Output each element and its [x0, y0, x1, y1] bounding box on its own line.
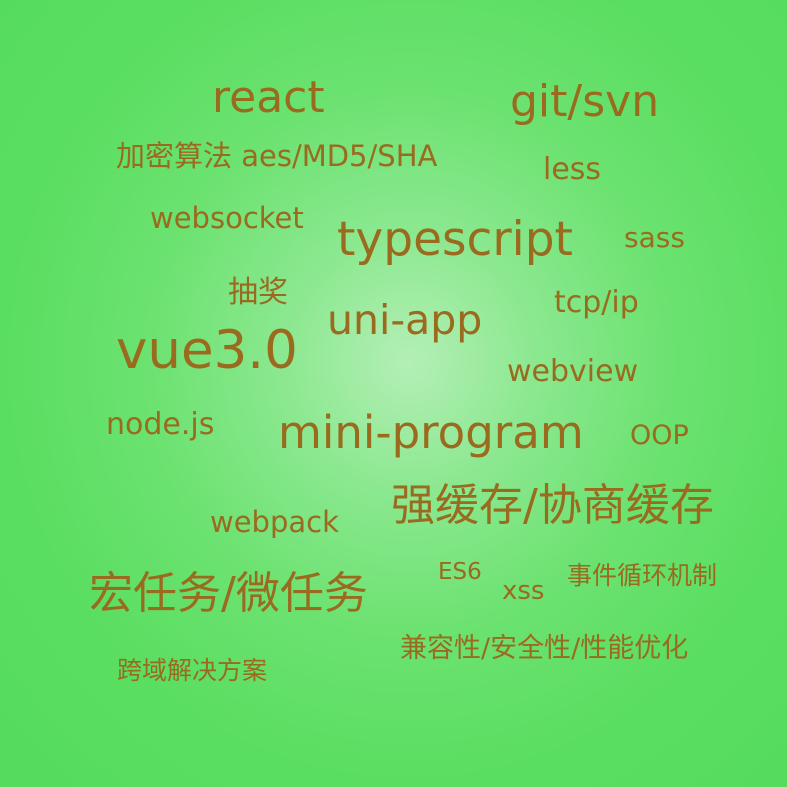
- word-webview: webview: [507, 354, 639, 389]
- word-oop: OOP: [630, 420, 689, 451]
- word-nodejs: node.js: [106, 407, 215, 442]
- word-cache: 强缓存/协商缓存: [391, 480, 714, 531]
- word-webpack: webpack: [210, 505, 339, 539]
- word-tcp-ip: tcp/ip: [554, 285, 639, 320]
- word-uni-app: uni-app: [327, 296, 483, 344]
- word-compat: 兼容性/安全性/性能优化: [400, 633, 689, 664]
- word-vue3: vue3.0: [116, 320, 298, 381]
- word-sass: sass: [624, 221, 685, 254]
- word-es6: ES6: [438, 559, 482, 585]
- word-typescript: typescript: [337, 212, 573, 267]
- word-react: react: [212, 72, 325, 123]
- word-lottery: 抽奖: [228, 275, 288, 310]
- word-less: less: [543, 152, 602, 187]
- word-mini-program: mini-program: [278, 406, 584, 459]
- word-cors: 跨域解决方案: [117, 656, 268, 685]
- word-encryption: 加密算法 aes/MD5/SHA: [116, 139, 438, 173]
- word-git-svn: git/svn: [510, 76, 660, 127]
- word-websocket: websocket: [150, 201, 304, 235]
- word-xss: xss: [502, 576, 545, 606]
- word-event-loop: 事件循环机制: [567, 561, 718, 590]
- word-tasks: 宏任务/微任务: [89, 568, 368, 619]
